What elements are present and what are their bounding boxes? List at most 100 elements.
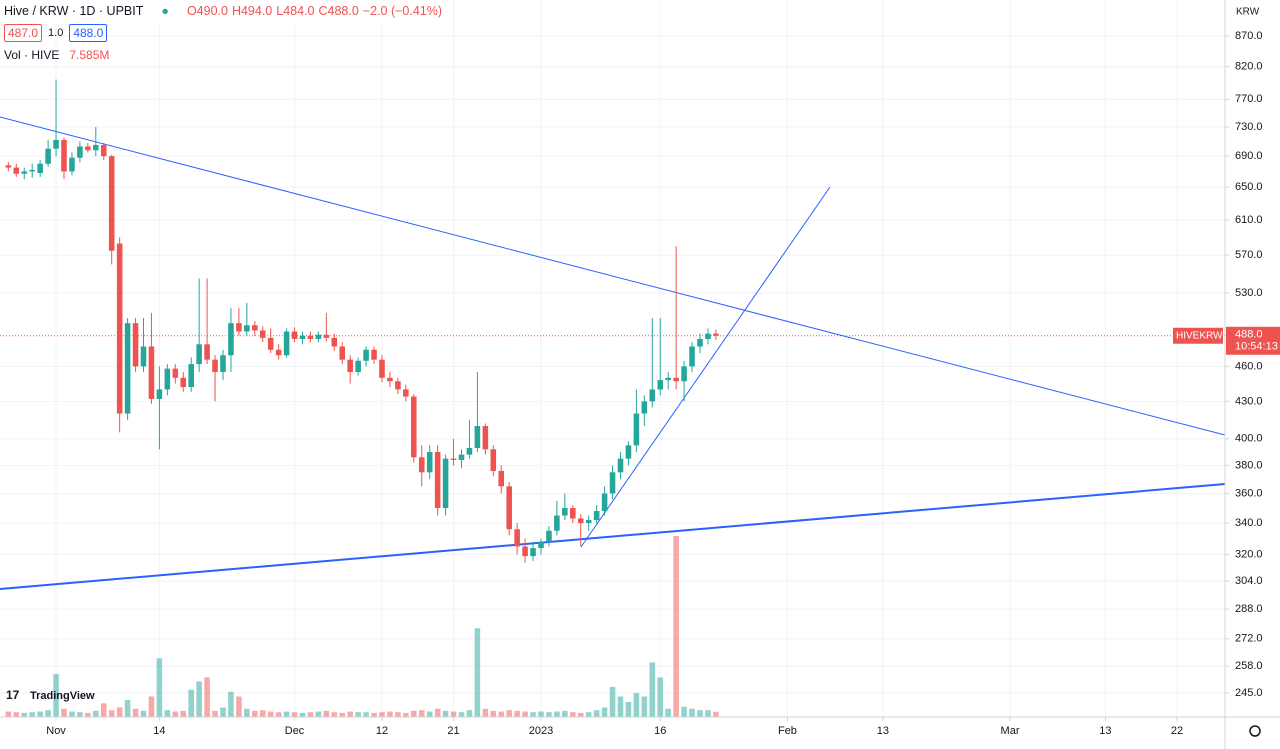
volume-bar <box>466 710 473 717</box>
volume-bar <box>403 712 409 717</box>
y-tick-label: 380.0 <box>1235 459 1263 471</box>
sell-button[interactable]: 487.0 <box>4 24 43 42</box>
volume-bar <box>85 712 91 717</box>
x-tick-label: 14 <box>153 725 165 737</box>
volume-bar <box>164 710 171 717</box>
candle-body <box>37 163 43 173</box>
candle-body <box>546 530 552 542</box>
candle-body <box>252 325 258 331</box>
candle-body <box>514 529 520 547</box>
trend-line <box>580 186 831 548</box>
candle-body <box>490 449 497 471</box>
volume-bar <box>180 710 187 717</box>
volume-bar <box>522 711 528 717</box>
ohlc-value: L484.0 <box>276 4 315 18</box>
y-tick-label: 870.0 <box>1235 30 1263 42</box>
buy-button[interactable]: 488.0 <box>69 24 108 42</box>
candle-body <box>522 546 528 557</box>
y-tick-label: 430.0 <box>1235 395 1263 407</box>
candle-body <box>379 359 385 378</box>
volume-bar <box>450 711 457 717</box>
volume-bar <box>283 711 290 717</box>
candle-body <box>236 323 242 332</box>
volume-bar <box>625 701 632 717</box>
volume-bar <box>315 711 322 717</box>
volume-bar <box>442 710 449 717</box>
volume-bar <box>617 696 624 717</box>
candle-body <box>244 325 250 332</box>
volume-bar <box>299 712 306 717</box>
candle-body <box>45 148 51 164</box>
volume-bar <box>562 710 568 717</box>
volume-bar <box>53 673 59 717</box>
candle-body <box>641 401 648 414</box>
volume-value: 7.585M <box>69 48 110 62</box>
volume-bar <box>458 712 465 717</box>
volume-bar <box>474 628 481 717</box>
candle-body <box>275 349 282 356</box>
volume-bar <box>228 691 234 717</box>
volume-bar <box>196 681 202 717</box>
candle-body <box>577 518 584 524</box>
y-tick-label: 288.0 <box>1235 603 1263 615</box>
y-tick-label: 730.0 <box>1235 121 1263 133</box>
x-tick-label: Mar <box>1001 725 1020 737</box>
volume-bar <box>411 710 417 717</box>
x-tick-label: 21 <box>447 725 459 737</box>
x-tick-label: 2023 <box>529 725 553 737</box>
candle-body <box>172 368 179 378</box>
volume-bar <box>577 712 584 717</box>
candle-body <box>442 458 449 509</box>
volume-bar <box>148 696 155 717</box>
trend-line <box>0 116 1226 436</box>
candle-body <box>69 157 75 172</box>
ohlc-value: −2.0 (−0.41%) <box>362 4 443 18</box>
symbol-title[interactable]: Hive / KRW · 1D · UPBIT <box>4 4 144 18</box>
volume-bar <box>331 712 338 717</box>
volume-bar <box>482 708 489 717</box>
candle-body <box>434 451 441 509</box>
candle-body <box>299 335 306 339</box>
x-tick-label: Nov <box>46 725 66 737</box>
x-tick-label: 22 <box>1171 725 1183 737</box>
volume-bar <box>673 536 679 717</box>
y-tick-label: 272.0 <box>1235 633 1263 645</box>
candle-body <box>633 413 640 446</box>
candle-body <box>426 451 433 473</box>
ohlc-value: H494.0 <box>231 4 273 18</box>
y-tick-label: 570.0 <box>1235 249 1263 261</box>
volume-bar <box>713 711 719 717</box>
volume-bar <box>100 703 107 717</box>
volume-bar <box>172 711 179 717</box>
candle-body <box>498 470 505 487</box>
candle-body <box>585 520 592 524</box>
y-tick-label: 460.0 <box>1235 360 1263 372</box>
volume-bar <box>649 662 656 717</box>
ohlc-value: C488.0 <box>318 4 359 18</box>
volume-bar <box>705 710 711 717</box>
candle-body <box>482 426 489 450</box>
volume-bar <box>530 712 536 717</box>
settings-icon[interactable] <box>1249 725 1261 737</box>
candle-body <box>29 169 35 172</box>
spread: 1.0 <box>48 27 64 39</box>
trend-line <box>0 483 1226 590</box>
candle-body <box>538 541 544 549</box>
candle-body <box>649 389 656 402</box>
volume-bar <box>538 711 544 717</box>
legend: Hive / KRW · 1D · UPBIT ● O490.0 H494.0 L4… <box>0 0 453 66</box>
candle-body <box>5 165 12 168</box>
currency[interactable]: KRW <box>1236 7 1260 18</box>
volume-bar <box>259 710 266 717</box>
brand-logo: 17 <box>6 688 20 702</box>
candle-body <box>53 139 59 149</box>
candle-body <box>116 243 123 414</box>
y-tick-label: 690.0 <box>1235 150 1263 162</box>
candle-body <box>331 337 338 347</box>
volume-bar <box>116 707 123 717</box>
candle-body <box>307 335 314 339</box>
volume-bar <box>5 711 12 717</box>
volume-bar <box>77 712 83 717</box>
